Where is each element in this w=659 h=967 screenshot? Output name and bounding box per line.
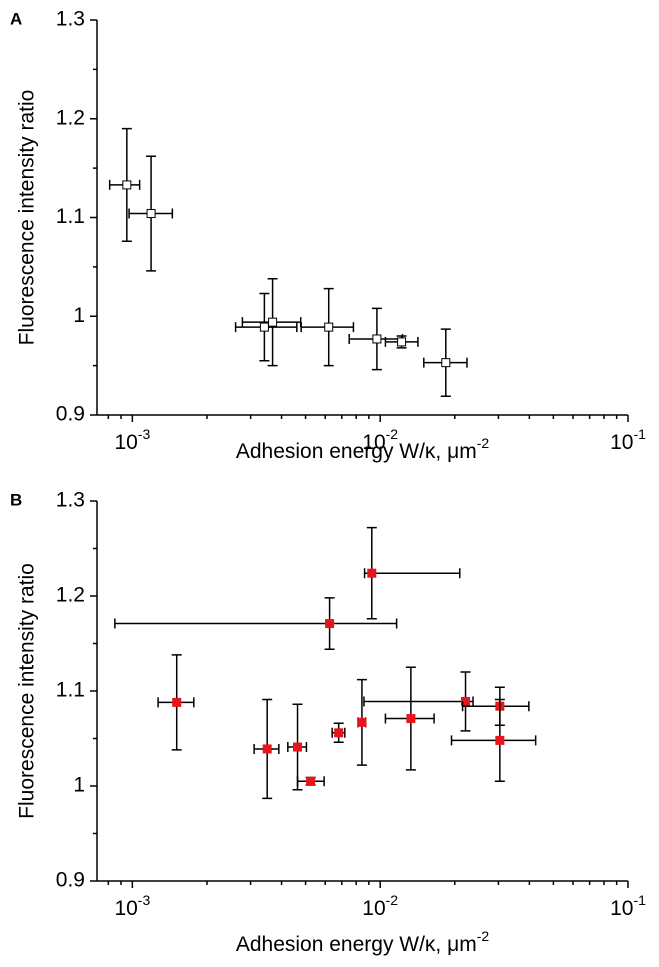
point — [324, 322, 334, 332]
x-error-bar — [114, 618, 398, 629]
x-axis-label-text: Adhesion energy W/κ, μm — [236, 933, 477, 956]
point — [357, 717, 367, 727]
y-tick-label: 1.2 — [56, 106, 85, 129]
point — [397, 337, 407, 347]
point — [146, 209, 156, 219]
x-error-bar — [363, 568, 461, 579]
x-axis-label-exponent: -2 — [477, 435, 490, 451]
y-tick-label: 1.3 — [56, 489, 85, 512]
y-axis-label: Fluorescence intensity ratio — [16, 90, 39, 346]
y-axis-label: Fluorescence intensity ratio — [16, 563, 39, 819]
point — [372, 334, 382, 344]
y-tick-label: 1.2 — [56, 584, 85, 607]
y-tick-label: 1.1 — [56, 679, 85, 702]
x-error-bar — [450, 735, 537, 746]
point — [259, 322, 269, 332]
x-tick-base: 10 — [114, 897, 137, 920]
point — [334, 728, 344, 738]
panel-label: A — [10, 9, 22, 28]
point — [172, 697, 182, 707]
y-tick-label: 1 — [73, 304, 85, 327]
y-tick-label: 1.3 — [56, 8, 85, 31]
x-tick-exponent: -2 — [386, 426, 399, 442]
point — [306, 776, 316, 786]
x-error-bar — [363, 696, 474, 707]
x-tick-base: 10 — [362, 897, 385, 920]
point — [122, 180, 132, 190]
x-tick-label: 10-2 — [362, 892, 398, 920]
x-tick-base: 10 — [610, 897, 633, 920]
x-axis-label: Adhesion energy W/κ, μm-2 — [236, 928, 490, 956]
x-axis-label-exponent: -2 — [477, 928, 490, 944]
x-tick-exponent: -2 — [386, 892, 399, 908]
point — [367, 568, 377, 578]
x-tick-label: 10-1 — [610, 892, 646, 920]
y-tick-label: 0.9 — [56, 403, 85, 426]
x-tick-label: 10-3 — [114, 892, 150, 920]
x-axis-label: Adhesion energy W/κ, μm-2 — [236, 435, 490, 463]
panel-label: B — [10, 490, 22, 509]
y-tick-label: 0.9 — [56, 869, 85, 892]
y-tick-label: 1 — [73, 774, 85, 797]
x-tick-base: 10 — [362, 431, 385, 454]
point — [406, 714, 416, 724]
x-tick-base: 10 — [114, 431, 137, 454]
x-tick-exponent: -3 — [138, 426, 151, 442]
x-tick-exponent: -1 — [633, 892, 646, 908]
point — [495, 735, 505, 745]
point — [325, 619, 335, 629]
x-tick-label: 10-3 — [114, 426, 150, 454]
point — [268, 317, 278, 327]
y-tick-label: 1.1 — [56, 205, 85, 228]
x-axis-label-text: Adhesion energy W/κ, μm — [236, 440, 477, 463]
point — [441, 358, 451, 368]
point — [293, 742, 303, 752]
x-tick-base: 10 — [610, 431, 633, 454]
point — [262, 744, 272, 754]
x-tick-label: 10-1 — [610, 426, 646, 454]
x-tick-exponent: -3 — [138, 892, 151, 908]
x-tick-exponent: -1 — [633, 426, 646, 442]
x-tick-label: 10-2 — [362, 426, 398, 454]
